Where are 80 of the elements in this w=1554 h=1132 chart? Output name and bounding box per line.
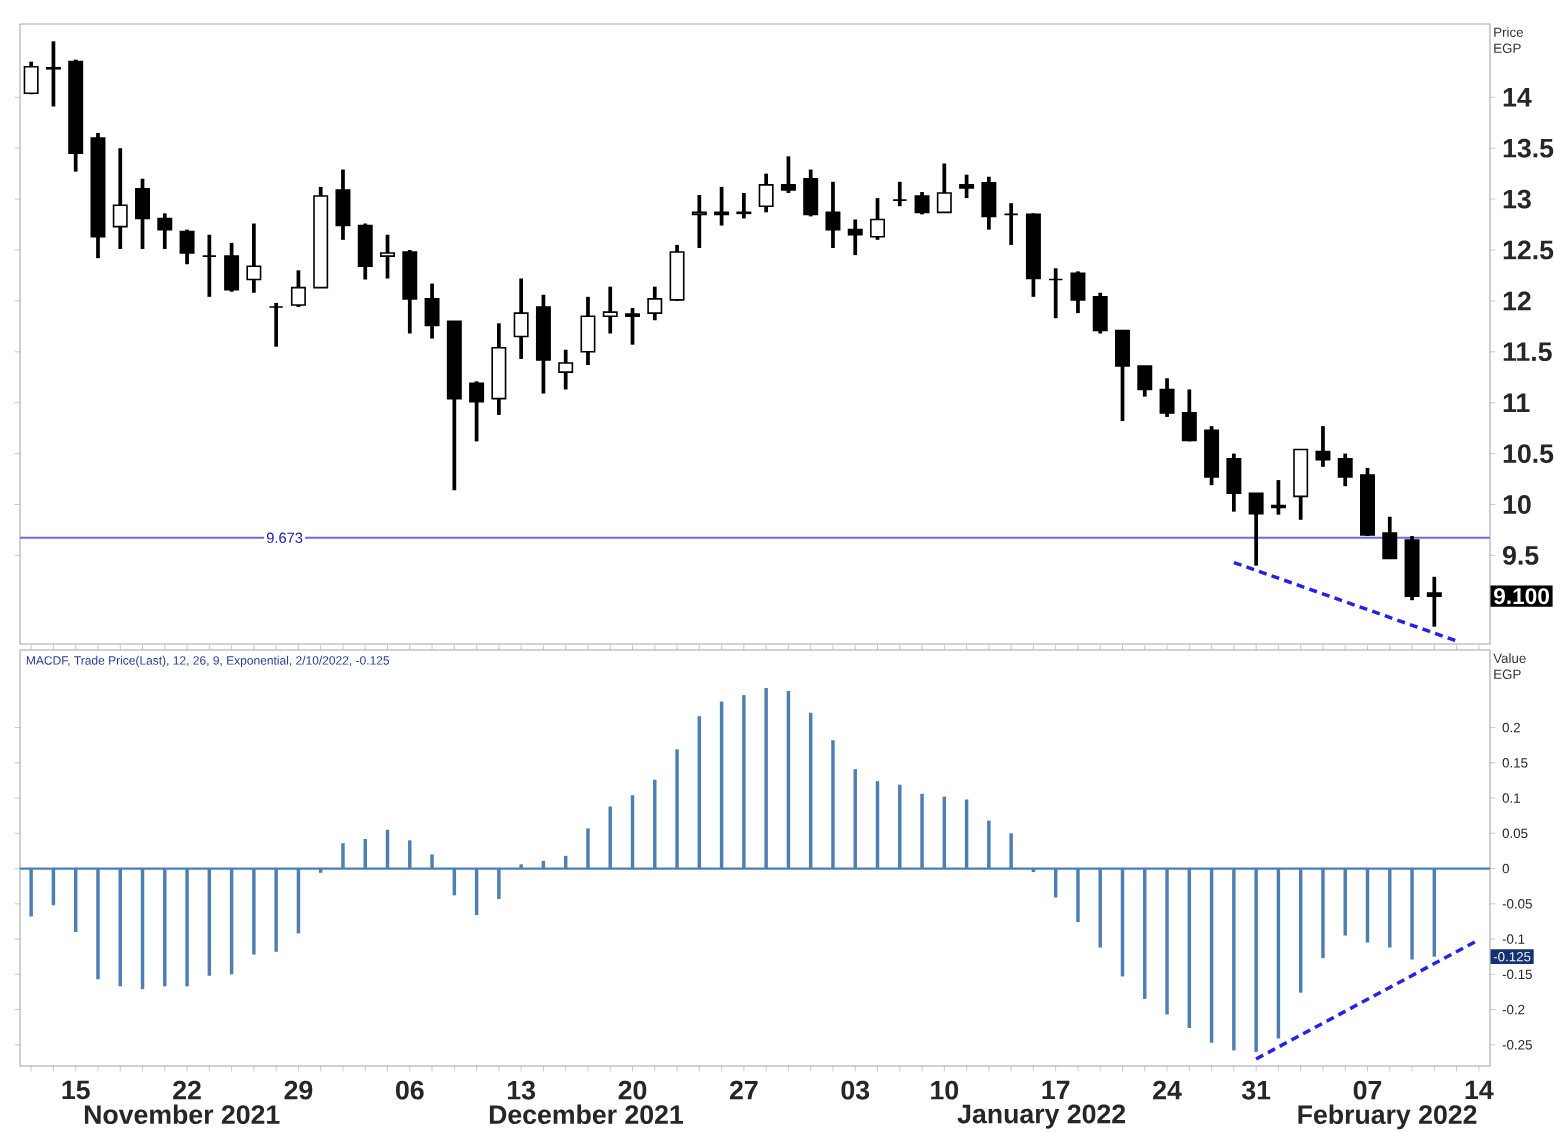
x-tick-label: 17 [1042, 1080, 1070, 1100]
candlestick [1337, 451, 1353, 489]
candlestick [1181, 387, 1197, 444]
candlestick [892, 179, 908, 209]
x-tick-label: 22 [173, 1080, 201, 1100]
x-tick-label: 24 [1153, 1080, 1182, 1100]
y-tick-label: 9.5 [1503, 545, 1539, 565]
candlestick [201, 232, 217, 299]
candlestick [290, 268, 306, 309]
candlestick [1115, 328, 1130, 423]
text: November 2021 [84, 1104, 280, 1125]
candlestick [402, 248, 418, 336]
candlestick [959, 172, 975, 200]
candlestick [513, 276, 529, 361]
candlestick [1293, 447, 1309, 522]
candlestick [1048, 266, 1064, 321]
candlestick [669, 243, 685, 303]
candlestick [1226, 451, 1242, 514]
candlestick [357, 221, 373, 282]
candlestick [112, 146, 128, 251]
candlestick [1315, 424, 1331, 469]
y-tick-label: 12 [1503, 291, 1531, 311]
x-tick-label: 29 [284, 1080, 313, 1100]
candlestick [914, 190, 930, 217]
candlestick [780, 154, 796, 195]
x-tick-label: 10 [931, 1080, 959, 1100]
y-tick-label: 14 [1503, 88, 1532, 107]
candlestick [825, 179, 841, 250]
candlestick [1426, 574, 1442, 629]
y-tick-label: 10.5 [1503, 444, 1554, 464]
candlestick [268, 301, 284, 349]
candlestick [135, 176, 150, 251]
candlestick [870, 196, 885, 242]
candlestick [157, 211, 173, 251]
candlestick [246, 221, 262, 295]
candlestick [981, 174, 997, 232]
y-tick-label: 10 [1503, 495, 1531, 514]
candlestick [1248, 491, 1264, 568]
y-tick-label: 11 [1503, 393, 1530, 412]
candlestick [847, 217, 863, 257]
annotation: 9.100 [1493, 588, 1549, 605]
y-tick-label: 11.5 [1503, 342, 1552, 362]
x-tick-label: 15 [62, 1080, 90, 1100]
candlestick [424, 281, 440, 341]
candlestick [1003, 201, 1019, 247]
x-tick-label: 14 [1465, 1080, 1494, 1100]
candlestick [179, 227, 195, 267]
text: January 2022 [957, 1104, 1126, 1129]
x-tick-label: 03 [841, 1080, 870, 1100]
candlestick [1070, 269, 1086, 315]
candlestick [23, 59, 39, 97]
x-tick-label: 07 [1353, 1080, 1382, 1100]
candlestick [224, 241, 240, 294]
y-tick-label: 13.5 [1503, 138, 1554, 158]
x-tick-label: 06 [396, 1080, 424, 1100]
candlestick [45, 39, 61, 109]
candlestick [647, 284, 663, 323]
candlestick [1159, 376, 1175, 419]
y-tick-label: 13 [1503, 189, 1531, 209]
x-tick-label: 13 [507, 1080, 536, 1100]
x-tick-label: 31 [1241, 1080, 1271, 1100]
candlestick [1092, 290, 1108, 336]
text: February 2022 [1298, 1104, 1477, 1130]
candlestick [469, 379, 485, 444]
candlestick [758, 171, 774, 215]
candlestick [380, 232, 395, 281]
y-tick-label: 12.5 [1503, 240, 1554, 260]
candlestick [580, 294, 596, 367]
candlestick [936, 161, 952, 215]
candlestick [602, 284, 618, 336]
candlestick [803, 167, 819, 219]
candlestick [625, 306, 640, 347]
text: December 2021 [489, 1104, 683, 1125]
candlestick [1204, 424, 1220, 488]
candlestick [1137, 364, 1153, 399]
candlestick [558, 347, 574, 392]
candlestick [1382, 514, 1398, 561]
x-tick-label: 27 [729, 1080, 758, 1100]
candlestick [335, 167, 351, 242]
x-tick-label: 20 [618, 1080, 647, 1100]
